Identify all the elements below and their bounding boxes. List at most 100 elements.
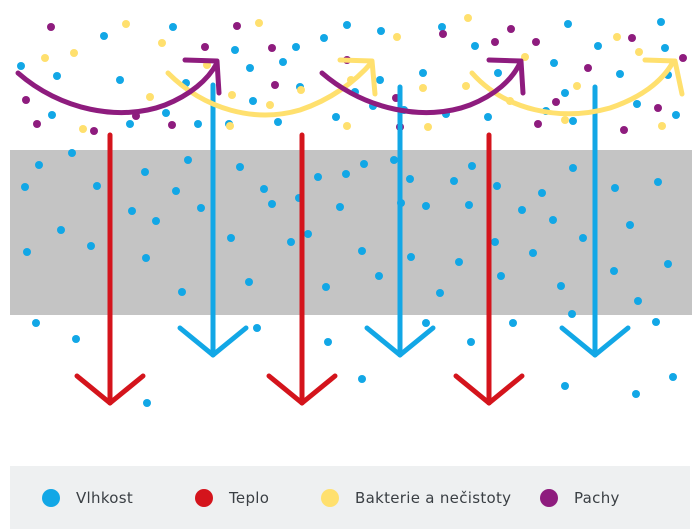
bacteria-particle	[658, 122, 666, 130]
moisture-particle	[529, 249, 537, 257]
moisture-particle	[324, 338, 332, 346]
moisture-particle	[497, 272, 505, 280]
moisture-particle	[407, 253, 415, 261]
moisture-particle	[491, 238, 499, 246]
moisture-particle	[616, 70, 624, 78]
bacteria-particle	[613, 33, 621, 41]
heat-swatch-icon	[195, 488, 213, 507]
bacteria-particle	[228, 91, 236, 99]
moisture-arrow	[364, 84, 436, 358]
moisture-particle	[23, 248, 31, 256]
moisture-particle	[184, 156, 192, 164]
odors-particle	[33, 120, 41, 128]
legend: Vlhkost Teplo Bakterie a nečistoty Pachy	[10, 466, 690, 529]
moisture-particle	[579, 234, 587, 242]
moisture-particle	[377, 27, 385, 35]
moisture-particle	[227, 234, 235, 242]
moisture-particle	[375, 272, 383, 280]
odors-particle	[201, 43, 209, 51]
legend-item-heat: Teplo	[195, 466, 269, 529]
moisture-particle	[162, 109, 170, 117]
legend-label-odors: Pachy	[574, 488, 620, 507]
moisture-particle	[390, 156, 398, 164]
membrane-layer	[10, 150, 692, 315]
odors-particle	[628, 34, 636, 42]
moisture-particle	[422, 319, 430, 327]
bacteria-particle	[79, 125, 87, 133]
moisture-particle	[455, 258, 463, 266]
moisture-particle	[493, 182, 501, 190]
moisture-particle	[569, 164, 577, 172]
membrane-diagram	[10, 14, 692, 407]
moisture-particle	[438, 23, 446, 31]
bacteria-particle	[343, 122, 351, 130]
moisture-particle	[304, 230, 312, 238]
moisture-particle	[594, 42, 602, 50]
odors-swatch-icon	[540, 488, 558, 507]
bacteria-particle	[419, 84, 427, 92]
moisture-particle	[336, 203, 344, 211]
moisture-particle	[342, 170, 350, 178]
moisture-particle	[236, 163, 244, 171]
moisture-particle	[53, 72, 61, 80]
bacteria-arrow	[165, 57, 378, 118]
bacteria-particle	[70, 49, 78, 57]
legend-label-bacteria: Bakterie a nečistoty	[355, 488, 512, 507]
moisture-particle	[141, 168, 149, 176]
moisture-particle	[72, 335, 80, 343]
bacteria-swatch-icon	[321, 488, 339, 507]
moisture-particle	[467, 338, 475, 346]
moisture-particle	[564, 20, 572, 28]
moisture-particle	[450, 177, 458, 185]
bacteria-particle	[561, 116, 569, 124]
moisture-particle	[253, 324, 261, 332]
odors-particle	[271, 81, 279, 89]
moisture-particle	[657, 18, 665, 26]
moisture-particle	[634, 297, 642, 305]
moisture-particle	[32, 319, 40, 327]
moisture-particle	[320, 34, 328, 42]
moisture-particle	[332, 113, 340, 121]
moisture-particle	[322, 283, 330, 291]
odors-arrow	[15, 57, 222, 116]
odors-particle	[654, 104, 662, 112]
moisture-particle	[246, 64, 254, 72]
moisture-particle	[484, 113, 492, 121]
moisture-particle	[287, 238, 295, 246]
moisture-particle	[126, 120, 134, 128]
moisture-arrow	[177, 82, 249, 358]
moisture-particle	[268, 200, 276, 208]
legend-item-odors: Pachy	[540, 466, 620, 529]
odors-particle	[90, 127, 98, 135]
odors-particle	[233, 22, 241, 30]
moisture-particle	[17, 62, 25, 70]
moisture-particle	[561, 89, 569, 97]
moisture-particle	[568, 310, 576, 318]
bacteria-particle	[635, 48, 643, 56]
moisture-particle	[249, 97, 257, 105]
moisture-particle	[172, 187, 180, 195]
moisture-particle	[561, 382, 569, 390]
moisture-particle	[68, 149, 76, 157]
moisture-particle	[672, 111, 680, 119]
odors-particle	[532, 38, 540, 46]
bacteria-particle	[41, 54, 49, 62]
odors-particle	[439, 30, 447, 38]
moisture-particle	[494, 69, 502, 77]
moisture-particle	[169, 23, 177, 31]
legend-item-bacteria: Bakterie a nečistoty	[321, 466, 511, 529]
heat-arrow	[74, 132, 146, 406]
moisture-particle	[358, 247, 366, 255]
moisture-particle	[314, 173, 322, 181]
odors-particle	[552, 98, 560, 106]
moisture-particle	[358, 375, 366, 383]
bacteria-particle	[158, 39, 166, 47]
particles-layer	[17, 14, 687, 407]
bacteria-particle	[266, 101, 274, 109]
moisture-particle	[197, 204, 205, 212]
moisture-particle	[669, 373, 677, 381]
moisture-particle	[436, 289, 444, 297]
moisture-swatch-icon	[42, 488, 60, 507]
bacteria-particle	[464, 14, 472, 22]
moisture-particle	[610, 267, 618, 275]
